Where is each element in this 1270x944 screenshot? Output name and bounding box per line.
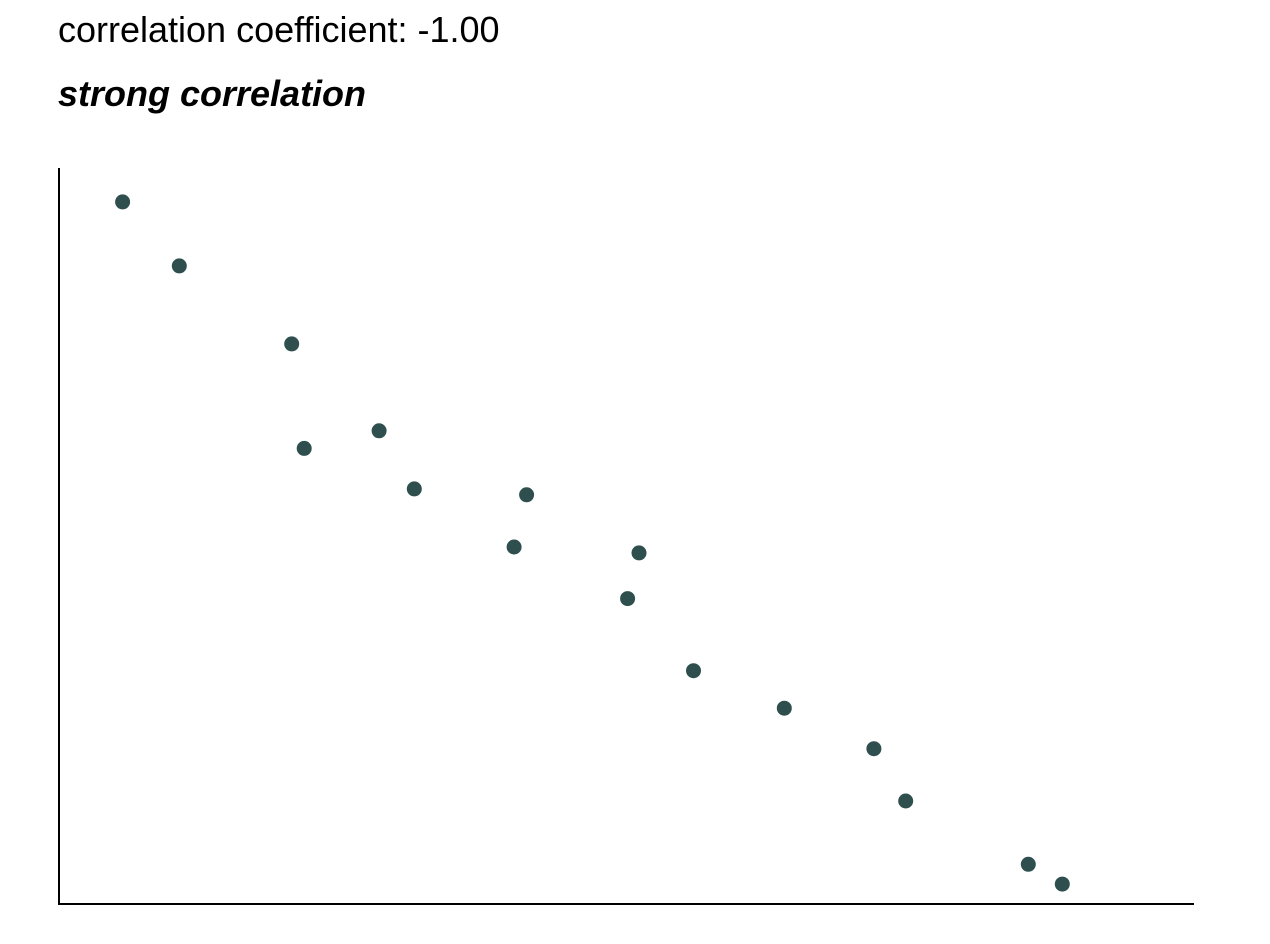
data-point — [115, 194, 131, 210]
data-point — [406, 481, 422, 497]
data-point — [296, 440, 312, 456]
data-point — [519, 487, 535, 503]
data-point — [631, 545, 647, 561]
data-point — [686, 663, 701, 679]
data-point — [1054, 876, 1070, 892]
data-point — [620, 591, 636, 607]
data-point — [171, 258, 187, 274]
data-point — [371, 423, 387, 439]
data-points — [115, 194, 1070, 892]
data-point — [506, 539, 522, 555]
data-point — [866, 741, 882, 757]
correlation-coefficient-text: correlation coefficient: -1.00 — [58, 9, 500, 50]
data-point — [284, 336, 300, 352]
data-point — [776, 700, 792, 716]
correlation-strength-text: strong correlation — [58, 73, 367, 114]
data-point — [1020, 856, 1036, 872]
data-point — [898, 793, 914, 809]
